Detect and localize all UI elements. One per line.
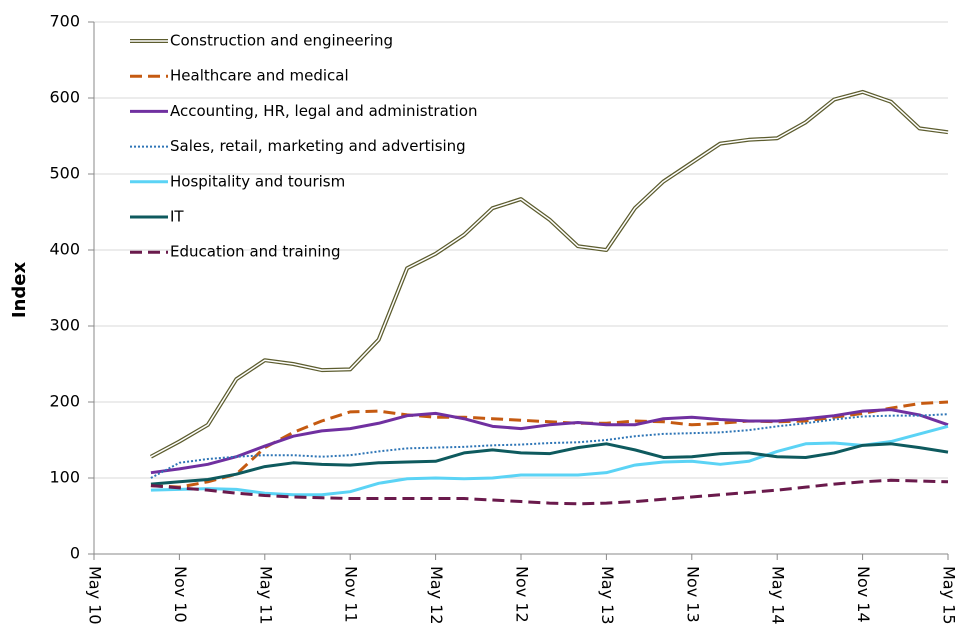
y-axis-label: Index — [9, 262, 30, 319]
series-line — [150, 408, 949, 475]
x-tick-label: May 13 — [598, 566, 617, 625]
series-line — [150, 413, 949, 479]
series-line — [150, 478, 949, 506]
x-tick-label: May 10 — [86, 566, 105, 625]
y-tick-label: 400 — [49, 240, 80, 259]
x-tick-label: Nov 12 — [513, 566, 532, 623]
x-tick-label: Nov 14 — [854, 566, 873, 623]
x-tick-label: Nov 13 — [683, 566, 702, 623]
legend-label: Education and training — [170, 243, 341, 261]
legend-label: IT — [170, 208, 184, 226]
y-tick-label: 0 — [70, 544, 80, 563]
series-line — [150, 400, 949, 489]
legend-label: Healthcare and medical — [170, 67, 349, 85]
x-tick-label: Nov 11 — [342, 566, 361, 623]
series-line — [150, 424, 949, 497]
legend-label: Construction and engineering — [170, 32, 393, 50]
x-tick-label: May 11 — [256, 566, 275, 625]
y-tick-label: 100 — [49, 468, 80, 487]
legend-label: Accounting, HR, legal and administration — [170, 102, 478, 120]
x-tick-label: May 14 — [769, 566, 788, 625]
x-tick-label: Nov 10 — [171, 566, 190, 623]
legend-label: Sales, retail, marketing and advertising — [170, 137, 466, 155]
y-tick-label: 500 — [49, 164, 80, 183]
x-tick-label: May 12 — [427, 566, 446, 625]
series-line-core — [150, 91, 949, 458]
x-tick-label: May 15 — [940, 566, 958, 625]
y-tick-label: 700 — [49, 12, 80, 31]
legend-label: Hospitality and tourism — [170, 172, 345, 190]
series-line — [150, 442, 949, 486]
y-tick-label: 300 — [49, 316, 80, 335]
y-tick-label: 200 — [49, 392, 80, 411]
y-tick-label: 600 — [49, 88, 80, 107]
